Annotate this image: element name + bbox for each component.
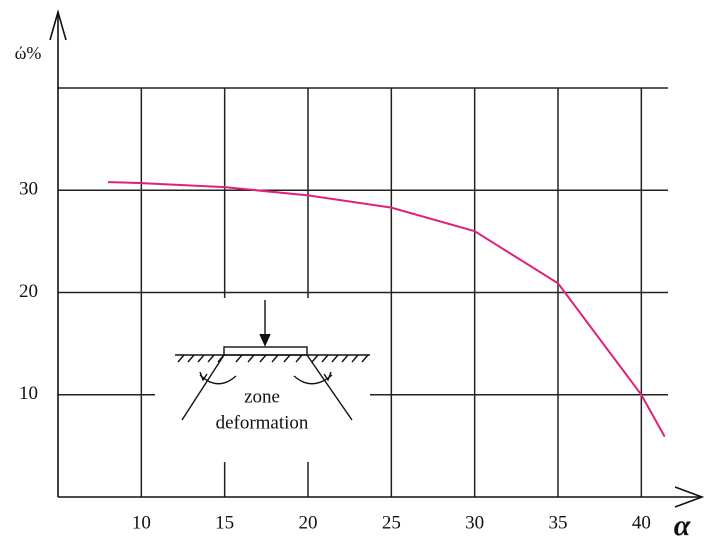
y-tick-label: 20: [19, 281, 38, 302]
x-tick-label: 40: [632, 512, 651, 533]
inset-background: [155, 298, 370, 462]
y-tick-label: 10: [19, 383, 38, 404]
x-axis-label: α: [674, 509, 691, 542]
x-tick-label: 10: [132, 512, 151, 533]
y-tick-label: 30: [19, 179, 38, 200]
x-tick-label: 20: [299, 512, 318, 533]
x-tick-label: 35: [549, 512, 568, 533]
axes: [50, 12, 702, 507]
x-tick-label: 25: [382, 512, 401, 533]
x-tick-label: 15: [215, 512, 234, 533]
y-axis-label: ώ%: [15, 43, 42, 63]
annotation: deformation: [216, 412, 309, 433]
x-tick-label: 30: [465, 512, 484, 533]
chart: zone deformation ώ% α 10 20 30 10 15 20 25 30 35…: [0, 0, 705, 542]
annotation: zone: [244, 386, 280, 407]
